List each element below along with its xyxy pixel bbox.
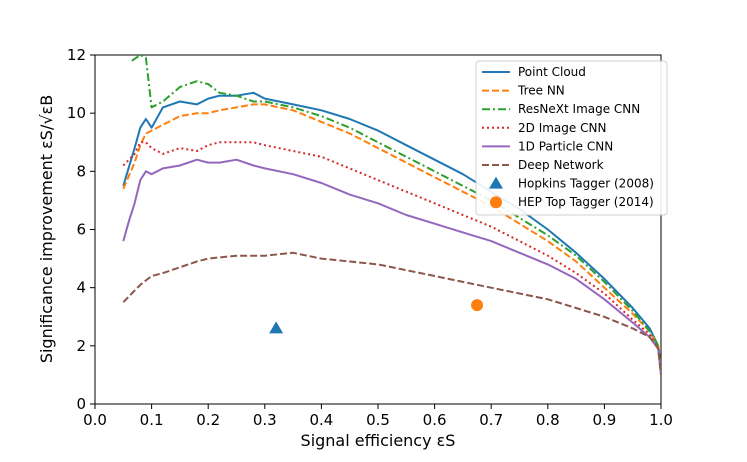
series-line-5 xyxy=(122,158,661,376)
marker-point-1 xyxy=(269,321,284,334)
x-tick-label: 0.9 xyxy=(592,411,616,429)
legend: Point Cloud Tree NN ResNeXt Image CNN 2D Im… xyxy=(475,60,668,216)
y-tick-label: 6 xyxy=(76,221,86,239)
x-tick-label: 0.4 xyxy=(309,411,333,429)
series-line-4 xyxy=(122,141,661,370)
x-tick-label: 0.1 xyxy=(140,411,164,429)
x-tick-label: 0.6 xyxy=(423,411,447,429)
marker-point-2 xyxy=(471,299,484,312)
series-line-2 xyxy=(122,103,661,370)
legend-box xyxy=(475,60,668,216)
x-tick-label: 0.0 xyxy=(83,411,107,429)
x-tick-label: 1.0 xyxy=(649,411,673,429)
series-line-1 xyxy=(122,91,661,370)
marker-layer xyxy=(269,299,484,334)
legend-label-4: 2D Image CNN xyxy=(518,121,606,135)
x-tick-label: 0.5 xyxy=(366,411,390,429)
x-axis-ticks: 0.0 0.1 0.2 0.3 0.4 0.5 0.6 0.7 0.8 0.9 1.0 xyxy=(83,404,673,429)
x-tick-label: 0.8 xyxy=(536,411,560,429)
y-tick-label: 8 xyxy=(76,162,86,180)
legend-marker-label-2: HEP Top Tagger (2014) xyxy=(518,195,654,209)
legend-label-3: ResNeXt Image CNN xyxy=(518,102,640,116)
y-tick-label: 2 xyxy=(76,337,86,355)
series-line-6 xyxy=(122,251,661,376)
x-axis-label: Signal efficiency εS xyxy=(301,431,456,450)
series-layer xyxy=(122,55,661,376)
y-axis-label: Significance improvement εS/√εB xyxy=(37,95,56,363)
legend-label-1: Point Cloud xyxy=(518,65,586,79)
legend-label-2: Tree NN xyxy=(517,84,565,98)
legend-label-6: Deep Network xyxy=(518,158,604,172)
y-tick-label: 10 xyxy=(67,104,86,122)
legend-marker-1 xyxy=(489,176,503,189)
x-tick-label: 0.2 xyxy=(196,411,220,429)
y-axis-ticks: 0 2 4 6 8 10 12 xyxy=(67,46,95,413)
x-tick-label: 0.7 xyxy=(479,411,503,429)
y-tick-label: 4 xyxy=(76,279,86,297)
legend-marker-label-1: Hopkins Tagger (2008) xyxy=(518,177,654,191)
x-tick-label: 0.3 xyxy=(253,411,277,429)
y-tick-label: 12 xyxy=(67,46,86,64)
legend-label-5: 1D Particle CNN xyxy=(518,139,613,153)
y-tick-label: 0 xyxy=(76,395,86,413)
series-line-3 xyxy=(131,55,661,370)
legend-marker-2 xyxy=(490,196,502,209)
